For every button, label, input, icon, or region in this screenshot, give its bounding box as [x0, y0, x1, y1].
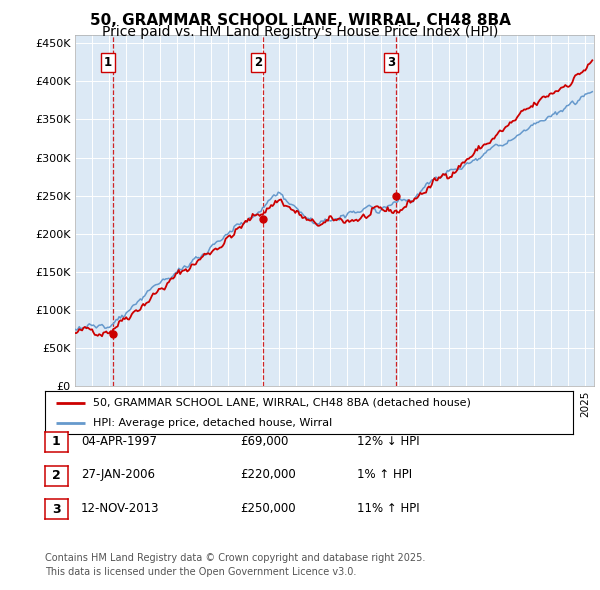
Text: 50, GRAMMAR SCHOOL LANE, WIRRAL, CH48 8BA (detached house): 50, GRAMMAR SCHOOL LANE, WIRRAL, CH48 8B… — [92, 398, 470, 408]
Text: 11% ↑ HPI: 11% ↑ HPI — [357, 502, 419, 515]
Text: 04-APR-1997: 04-APR-1997 — [81, 435, 157, 448]
Text: 1: 1 — [52, 435, 61, 448]
Text: 2: 2 — [52, 469, 61, 482]
Text: 1: 1 — [104, 55, 112, 68]
Text: 27-JAN-2006: 27-JAN-2006 — [81, 468, 155, 481]
Text: HPI: Average price, detached house, Wirral: HPI: Average price, detached house, Wirr… — [92, 418, 332, 428]
Text: 12-NOV-2013: 12-NOV-2013 — [81, 502, 160, 515]
Text: 12% ↓ HPI: 12% ↓ HPI — [357, 435, 419, 448]
Text: 2: 2 — [254, 55, 262, 68]
Text: £220,000: £220,000 — [240, 468, 296, 481]
Text: £69,000: £69,000 — [240, 435, 289, 448]
Text: 1% ↑ HPI: 1% ↑ HPI — [357, 468, 412, 481]
Text: 50, GRAMMAR SCHOOL LANE, WIRRAL, CH48 8BA: 50, GRAMMAR SCHOOL LANE, WIRRAL, CH48 8B… — [89, 13, 511, 28]
Text: 3: 3 — [387, 55, 395, 68]
Text: 3: 3 — [52, 503, 61, 516]
Text: Price paid vs. HM Land Registry's House Price Index (HPI): Price paid vs. HM Land Registry's House … — [102, 25, 498, 39]
Text: Contains HM Land Registry data © Crown copyright and database right 2025.
This d: Contains HM Land Registry data © Crown c… — [45, 553, 425, 577]
Text: £250,000: £250,000 — [240, 502, 296, 515]
